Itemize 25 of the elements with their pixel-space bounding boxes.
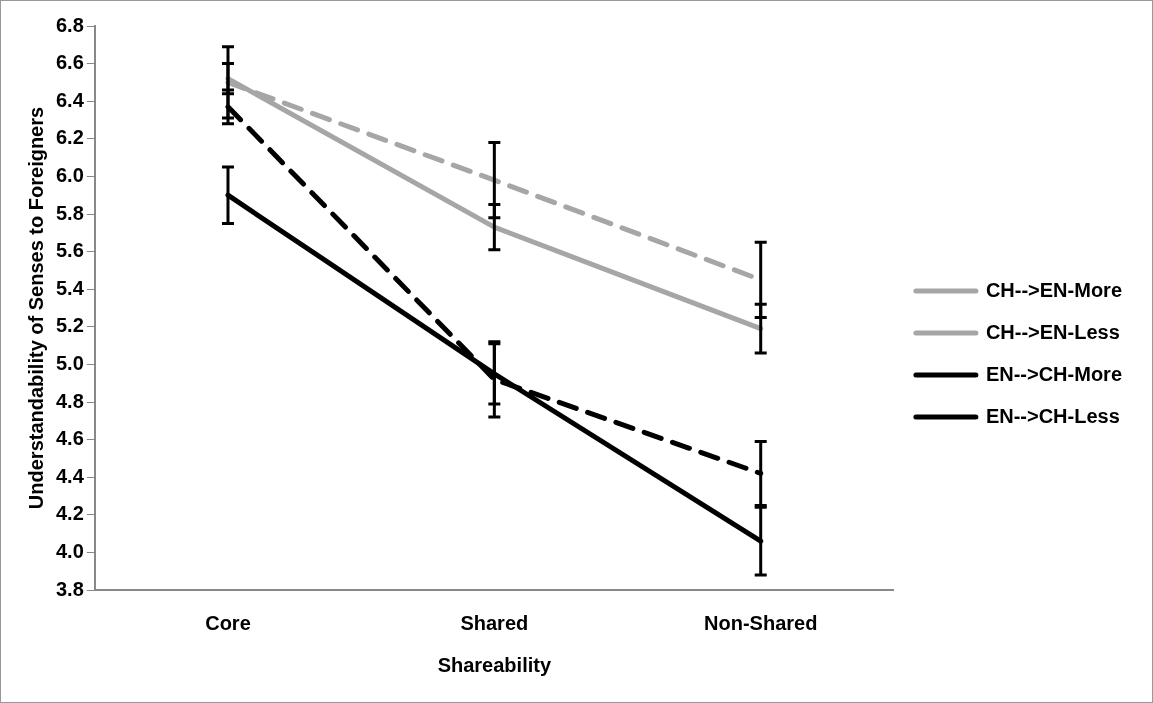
y-tick-label: 6.2 <box>55 126 84 149</box>
y-tick-label: 3.8 <box>55 577 84 600</box>
y-tick-label: 4.8 <box>55 389 84 412</box>
y-tick-label: 5.4 <box>55 276 85 299</box>
y-tick-label: 5.8 <box>55 201 84 224</box>
y-tick-label: 5.2 <box>55 314 84 337</box>
legend-label: CH-->EN-More <box>985 278 1123 301</box>
y-tick-label: 5.6 <box>55 239 84 262</box>
x-axis-title: Shareability <box>437 653 552 676</box>
legend-label: EN-->CH-Less <box>985 404 1120 427</box>
y-tick-label: 6.8 <box>55 13 84 36</box>
legend-label: EN-->CH-More <box>985 362 1123 385</box>
y-tick-label: 4.4 <box>55 464 85 487</box>
legend-label: CH-->EN-Less <box>985 320 1120 343</box>
y-tick-label: 6.0 <box>55 163 84 186</box>
x-tick-label: Core <box>205 611 251 634</box>
y-tick-label: 4.6 <box>55 427 84 450</box>
y-tick-label: 4.2 <box>55 502 84 525</box>
y-tick-label: 6.4 <box>55 88 85 111</box>
x-tick-label: Shared <box>460 611 529 634</box>
y-tick-label: 5.0 <box>55 351 84 374</box>
y-tick-label: 6.6 <box>55 51 84 74</box>
y-axis-title: Understandability of Senses to Foreigners <box>24 106 47 510</box>
y-tick-label: 4.0 <box>55 539 84 562</box>
x-tick-label: Non-Shared <box>704 611 818 634</box>
